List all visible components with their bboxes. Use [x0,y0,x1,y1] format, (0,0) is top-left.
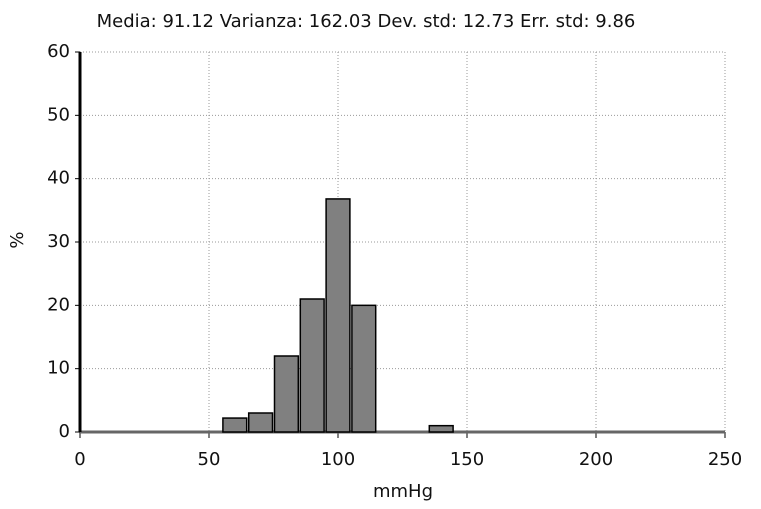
bar [299,298,325,433]
bar [325,198,351,433]
bar [428,424,454,433]
x-axis-label: mmHg [373,481,433,502]
y-tick-label: 20 [47,294,70,315]
x-tick-label: 250 [708,449,742,470]
y-tick-label: 10 [47,358,70,379]
y-tick-label: 50 [47,104,70,125]
y-axis-label: % [7,231,28,248]
y-tick-label: 40 [47,168,70,189]
bar [222,417,248,433]
y-tick-label: 60 [47,41,70,62]
bar [351,304,377,433]
x-tick-label: 50 [198,449,221,470]
bar [273,355,300,433]
x-tick-label: 100 [321,449,355,470]
x-tick-label: 200 [579,449,613,470]
y-tick-label: 0 [59,421,70,442]
y-tick-label: 30 [47,231,70,252]
x-tick-label: 0 [74,449,85,470]
chart-title: Media: 91.12 Varianza: 162.03 Dev. std: … [97,11,636,32]
x-tick-label: 150 [450,449,484,470]
bar [247,412,274,433]
